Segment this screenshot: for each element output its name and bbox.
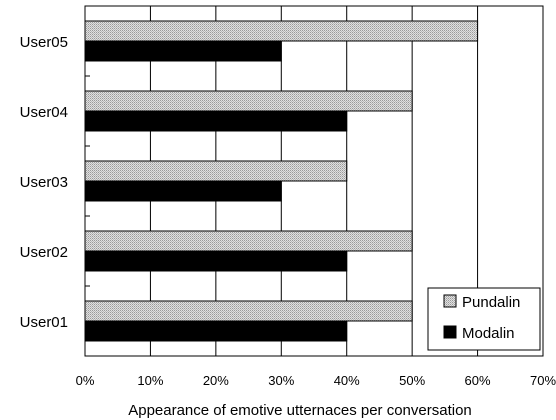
legend-label-modalin: Modalin — [462, 325, 515, 342]
x-tick-label: 70% — [530, 373, 556, 388]
bar-modalin — [84, 110, 348, 132]
category-label: User02 — [20, 244, 68, 261]
category-label: User05 — [20, 34, 68, 51]
x-tick-label: 40% — [334, 373, 360, 388]
x-axis-title: Appearance of emotive utternaces per con… — [128, 402, 472, 419]
x-tick-label: 30% — [268, 373, 294, 388]
legend-swatch-pundalin — [443, 294, 457, 308]
category-label: User01 — [20, 314, 68, 331]
x-tick-label: 20% — [203, 373, 229, 388]
bar-modalin — [84, 250, 348, 272]
bar-pundalin — [84, 20, 479, 42]
bar-modalin — [84, 180, 282, 202]
category-label: User03 — [20, 174, 68, 191]
x-tick-label: 10% — [137, 373, 163, 388]
bar-pundalin — [84, 230, 413, 252]
legend-swatch-modalin — [443, 325, 457, 339]
bar-pundalin — [84, 160, 348, 182]
legend: Pundalin Modalin — [427, 287, 541, 351]
tick-labels: 0% 10% 20% 30% 40% 50% 60% 70% User05 User04 User0… — [20, 34, 556, 388]
x-tick-label: 50% — [399, 373, 425, 388]
bar-pundalin — [84, 90, 413, 112]
axis-ticks — [85, 75, 90, 287]
bar-modalin — [84, 320, 348, 342]
plot-border — [84, 5, 544, 357]
category-label: User04 — [20, 104, 68, 121]
x-tick-label: 0% — [76, 373, 95, 388]
bar-modalin — [84, 40, 282, 62]
x-tick-label: 60% — [465, 373, 491, 388]
bar-pundalin — [84, 300, 413, 322]
legend-label-pundalin: Pundalin — [462, 294, 520, 311]
